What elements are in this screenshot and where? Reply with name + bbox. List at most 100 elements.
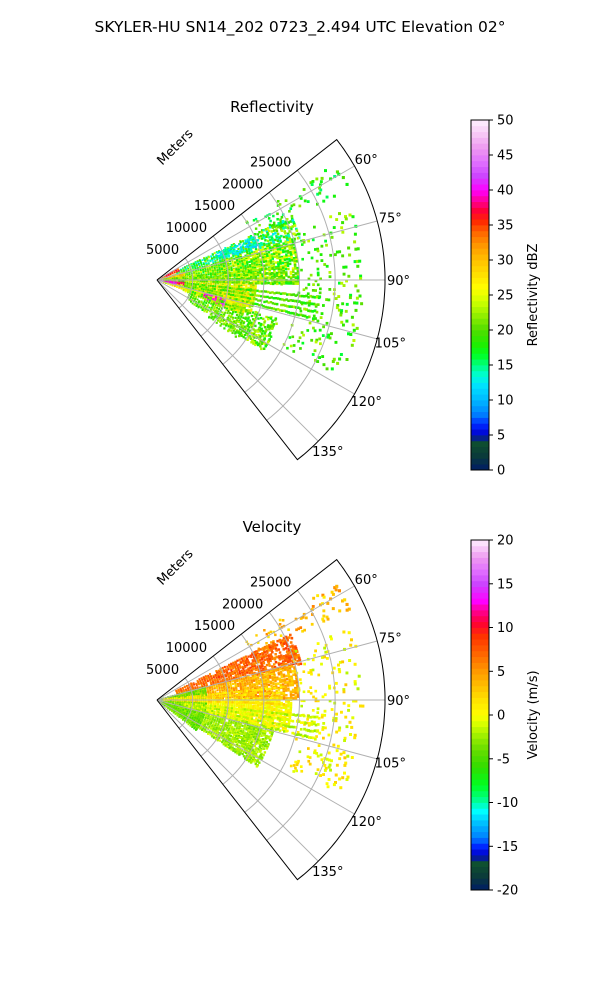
reflectivity-gate: [201, 286, 203, 289]
reflectivity-gate: [295, 313, 298, 316]
reflectivity-gate: [284, 264, 287, 268]
reflectivity-gate: [319, 277, 322, 281]
reflectivity-gate: [260, 290, 263, 293]
reflectivity-gate: [275, 253, 279, 257]
reflectivity-gate: [205, 271, 207, 274]
velocity-gate: [263, 673, 266, 676]
velocity-gate: [298, 659, 302, 662]
reflectivity-gate: [198, 294, 201, 297]
reflectivity-colorbar-segment: [471, 242, 489, 249]
reflectivity-gate: [265, 235, 268, 238]
reflectivity-gate: [253, 291, 257, 295]
velocity-gate: [347, 607, 351, 611]
reflectivity-gate: [257, 256, 260, 259]
velocity-gate: [282, 636, 286, 640]
reflectivity-gate: [353, 301, 357, 305]
velocity-gate: [291, 644, 294, 648]
reflectivity-gate: [257, 327, 261, 331]
velocity-gate: [256, 673, 259, 676]
reflectivity-gate: [253, 293, 257, 296]
reflectivity-gate: [259, 270, 262, 273]
reflectivity-gate: [199, 285, 201, 288]
reflectivity-gate: [244, 267, 247, 270]
reflectivity-gate: [183, 270, 185, 273]
reflectivity-gate: [212, 309, 215, 312]
velocity-gate: [322, 595, 326, 599]
velocity-gate: [267, 661, 270, 665]
velocity-gate: [285, 643, 289, 646]
reflectivity-gate: [263, 243, 266, 247]
reflectivity-gate: [302, 333, 305, 337]
reflectivity-gate: [268, 276, 272, 279]
reflectivity-gate: [288, 247, 292, 251]
reflectivity-gate: [303, 199, 307, 203]
reflectivity-gate: [254, 248, 258, 251]
reflectivity-gate: [284, 266, 288, 269]
reflectivity-gate: [269, 325, 272, 328]
reflectivity-gate: [225, 320, 228, 323]
reflectivity-gate: [254, 280, 257, 283]
reflectivity-gate: [207, 256, 210, 259]
reflectivity-gate: [232, 247, 235, 250]
reflectivity-gate: [222, 272, 225, 275]
reflectivity-gate: [280, 229, 284, 232]
reflectivity-gate: [302, 301, 305, 305]
reflectivity-gate: [271, 226, 275, 229]
reflectivity-gate: [348, 296, 352, 300]
reflectivity-gate: [244, 274, 247, 277]
velocity-gate: [303, 628, 306, 632]
reflectivity-gate: [254, 310, 257, 314]
reflectivity-gate: [278, 277, 281, 281]
velocity-gate: [278, 651, 282, 654]
reflectivity-gate: [234, 261, 237, 264]
reflectivity-gate: [292, 257, 296, 260]
reflectivity-gate: [194, 268, 197, 270]
velocity-gate: [255, 668, 258, 671]
reflectivity-gate: [240, 281, 243, 285]
velocity-gate: [250, 663, 254, 666]
reflectivity-gate: [231, 306, 234, 309]
reflectivity-gate: [280, 215, 284, 219]
velocity-gate: [196, 679, 199, 682]
velocity-gate: [205, 684, 208, 687]
reflectivity-gate: [218, 294, 221, 297]
reflectivity-gate: [276, 239, 280, 242]
reflectivity-colorbar-segment: [471, 330, 489, 337]
reflectivity-gate: [257, 342, 261, 345]
reflectivity-gate: [215, 321, 218, 324]
velocity-gate: [286, 660, 290, 664]
reflectivity-gate: [176, 279, 178, 282]
reflectivity-gate: [319, 342, 322, 346]
reflectivity-gate: [252, 332, 255, 336]
reflectivity-gate: [301, 243, 304, 246]
reflectivity-gate: [334, 340, 338, 344]
reflectivity-gate: [253, 262, 256, 265]
reflectivity-gate: [225, 255, 228, 258]
reflectivity-gate: [284, 250, 287, 253]
reflectivity-gate: [273, 274, 276, 278]
velocity-gate: [310, 608, 314, 611]
velocity-gate: [266, 646, 269, 649]
reflectivity-gate: [274, 238, 277, 242]
reflectivity-gate: [197, 278, 200, 281]
reflectivity-gate: [264, 239, 267, 242]
reflectivity-gate: [178, 277, 180, 280]
reflectivity-gate: [230, 267, 233, 270]
reflectivity-gate: [280, 222, 283, 226]
reflectivity-gate: [314, 248, 317, 251]
reflectivity-gate: [347, 332, 350, 336]
reflectivity-gate: [305, 286, 308, 290]
reflectivity-gate: [248, 304, 252, 307]
reflectivity-gate: [335, 218, 339, 221]
reflectivity-gate: [316, 192, 320, 196]
velocity-gate: [238, 658, 241, 661]
reflectivity-gate: [294, 280, 298, 284]
reflectivity-gate: [242, 247, 245, 250]
reflectivity-gate: [259, 316, 263, 320]
velocity-gate: [283, 656, 286, 660]
reflectivity-colorbar-segment: [471, 458, 489, 465]
velocity-gate: [207, 676, 210, 679]
velocity-gate: [265, 671, 268, 674]
reflectivity-gate: [277, 242, 281, 245]
reflectivity-gate: [276, 225, 280, 229]
